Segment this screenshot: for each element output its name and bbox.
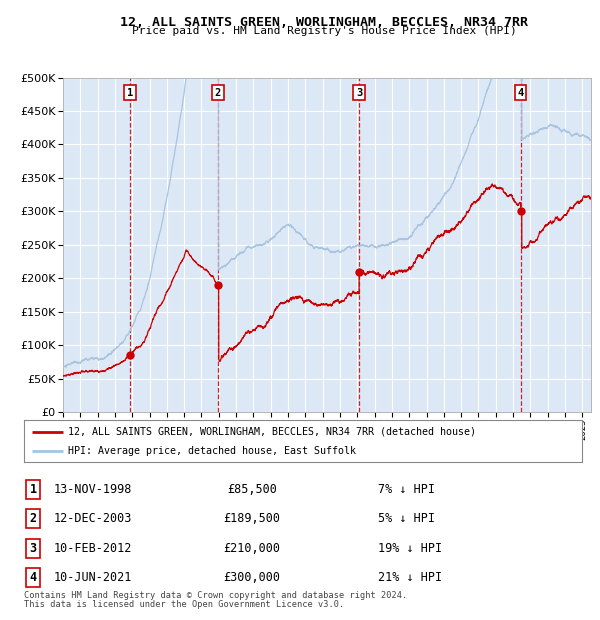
Text: 7% ↓ HPI: 7% ↓ HPI [378,484,435,496]
Text: 2: 2 [215,87,221,97]
Text: Price paid vs. HM Land Registry's House Price Index (HPI): Price paid vs. HM Land Registry's House … [131,26,517,36]
Text: 5% ↓ HPI: 5% ↓ HPI [378,513,435,525]
Text: £300,000: £300,000 [223,571,281,583]
Text: 2: 2 [29,513,37,525]
Text: 12-DEC-2003: 12-DEC-2003 [54,513,132,525]
Text: 3: 3 [29,542,37,554]
Text: £189,500: £189,500 [223,513,281,525]
Text: 3: 3 [356,87,362,97]
Text: 21% ↓ HPI: 21% ↓ HPI [378,571,442,583]
Text: 13-NOV-1998: 13-NOV-1998 [54,484,132,496]
Text: 10-FEB-2012: 10-FEB-2012 [54,542,132,554]
Text: 4: 4 [518,87,524,97]
Text: 1: 1 [127,87,133,97]
Text: HPI: Average price, detached house, East Suffolk: HPI: Average price, detached house, East… [68,446,356,456]
Text: 4: 4 [29,571,37,583]
Text: £210,000: £210,000 [223,542,281,554]
Text: Contains HM Land Registry data © Crown copyright and database right 2024.: Contains HM Land Registry data © Crown c… [24,590,407,600]
Text: £85,500: £85,500 [227,484,277,496]
Text: 1: 1 [29,484,37,496]
Text: 12, ALL SAINTS GREEN, WORLINGHAM, BECCLES, NR34 7RR (detached house): 12, ALL SAINTS GREEN, WORLINGHAM, BECCLE… [68,427,476,436]
Text: 12, ALL SAINTS GREEN, WORLINGHAM, BECCLES, NR34 7RR: 12, ALL SAINTS GREEN, WORLINGHAM, BECCLE… [120,16,528,29]
Text: This data is licensed under the Open Government Licence v3.0.: This data is licensed under the Open Gov… [24,600,344,609]
Text: 10-JUN-2021: 10-JUN-2021 [54,571,132,583]
Text: 19% ↓ HPI: 19% ↓ HPI [378,542,442,554]
